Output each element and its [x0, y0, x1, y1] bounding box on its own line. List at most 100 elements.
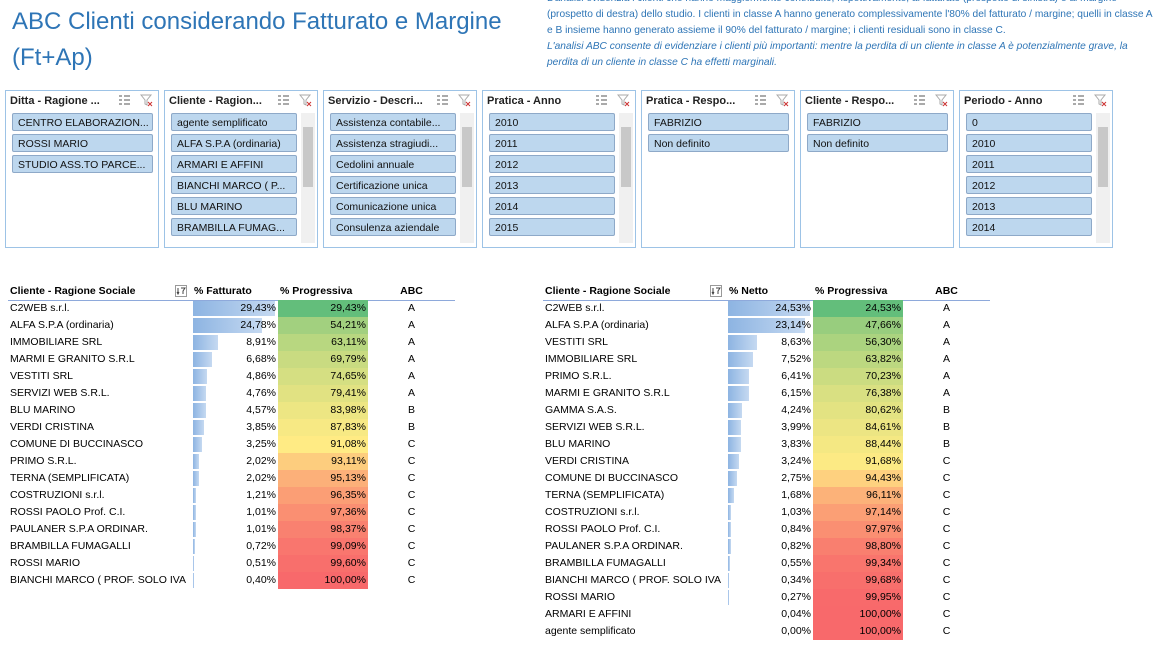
- data-bar: [728, 318, 806, 333]
- abc-class: C: [407, 455, 416, 467]
- data-bar: [193, 437, 203, 452]
- multi-select-button[interactable]: [1072, 94, 1085, 107]
- table-row: BLU MARINO 3,83% 88,44% B: [543, 436, 990, 453]
- slicer-item[interactable]: 2014: [966, 218, 1092, 236]
- scroll-thumb[interactable]: [621, 127, 631, 187]
- table-row: TERNA (SEMPLIFICATA) 1,68% 96,11% C: [543, 487, 990, 504]
- slicer-item[interactable]: STUDIO ASS.TO PARCE...: [12, 155, 153, 173]
- scroll-thumb[interactable]: [303, 127, 313, 187]
- table-row: BIANCHI MARCO ( PROF. SOLO IVA 0,40% 100,0…: [8, 572, 455, 589]
- slicer-item[interactable]: 2010: [489, 113, 615, 131]
- table-row: MARMI E GRANITO S.R.L 6,15% 76,38% A: [543, 385, 990, 402]
- multi-select-button[interactable]: [118, 94, 131, 107]
- scrollbar[interactable]: [1096, 113, 1110, 243]
- cumulative-value: 98,80%: [865, 540, 901, 552]
- slicer-item[interactable]: 2011: [966, 155, 1092, 173]
- cumulative-cell: 98,37%: [278, 521, 368, 538]
- data-bar: [193, 454, 199, 469]
- data-bar: [193, 556, 195, 571]
- slicer-item[interactable]: BRAMBILLA FUMAG...: [171, 218, 297, 236]
- client-name: ALFA S.P.A (ordinaria): [545, 319, 649, 331]
- multi-select-button[interactable]: [913, 94, 926, 107]
- share-value: 1,21%: [246, 489, 276, 501]
- share-value: 23,14%: [775, 319, 811, 331]
- scrollbar[interactable]: [301, 113, 315, 243]
- clear-filter-button[interactable]: [935, 94, 948, 107]
- slicer-item[interactable]: Assistenza contabile...: [330, 113, 456, 131]
- abc-class: C: [942, 540, 951, 552]
- slicer-item[interactable]: ROSSI MARIO: [12, 134, 153, 152]
- table-row: PRIMO S.R.L. 2,02% 93,11% C: [8, 453, 455, 470]
- slicer-item[interactable]: Non definito: [807, 134, 948, 152]
- share-value: 1,01%: [246, 506, 276, 518]
- cumulative-value: 97,97%: [865, 523, 901, 535]
- slicer-item[interactable]: Comunicazione unica: [330, 197, 456, 215]
- slicer-item[interactable]: 2015: [489, 218, 615, 236]
- cumulative-value: 76,38%: [865, 387, 901, 399]
- cumulative-cell: 99,09%: [278, 538, 368, 555]
- filter-button[interactable]: [710, 285, 722, 297]
- slicer-item[interactable]: 2010: [966, 134, 1092, 152]
- cumulative-value: 63,11%: [331, 336, 366, 348]
- slicer-item[interactable]: 2012: [489, 155, 615, 173]
- slicer-item[interactable]: ALFA S.P.A (ordinaria): [171, 134, 297, 152]
- clear-filter-button[interactable]: [617, 94, 630, 107]
- table-row: C2WEB s.r.l. 24,53% 24,53% A: [543, 300, 990, 317]
- multi-select-button[interactable]: [277, 94, 290, 107]
- slicer-item[interactable]: 2013: [966, 197, 1092, 215]
- client-name: VESTITI SRL: [10, 370, 74, 382]
- slicer-item[interactable]: Non definito: [648, 134, 789, 152]
- slicer-item[interactable]: 2012: [966, 176, 1092, 194]
- header-row: Cliente - Ragione Sociale % Fatturato % Pr…: [8, 283, 455, 301]
- slicer-item[interactable]: 0: [966, 113, 1092, 131]
- filter-button[interactable]: [175, 285, 187, 297]
- table-row: VERDI CRISTINA 3,24% 91,68% C: [543, 453, 990, 470]
- multi-select-button[interactable]: [595, 94, 608, 107]
- client-name: VERDI CRISTINA: [545, 455, 630, 467]
- cumulative-value: 83,98%: [330, 404, 366, 416]
- multi-select-button[interactable]: [436, 94, 449, 107]
- scrollbar[interactable]: [619, 113, 633, 243]
- slicer-item[interactable]: Assistenza stragiudi...: [330, 134, 456, 152]
- slicer-item[interactable]: FABRIZIO: [807, 113, 948, 131]
- slicer-item[interactable]: CENTRO ELABORAZION...: [12, 113, 153, 131]
- data-bar: [728, 573, 730, 588]
- cumulative-value: 56,30%: [865, 336, 901, 348]
- clear-filter-button[interactable]: [776, 94, 789, 107]
- abc-class: C: [942, 557, 951, 569]
- clear-filter-button[interactable]: [458, 94, 471, 107]
- multi-select-button[interactable]: [754, 94, 767, 107]
- table-row: ROSSI MARIO 0,27% 99,95% C: [543, 589, 990, 606]
- clear-filter-button[interactable]: [1094, 94, 1107, 107]
- slicer-item[interactable]: BLU MARINO: [171, 197, 297, 215]
- scroll-thumb[interactable]: [462, 127, 472, 187]
- clear-filter-button[interactable]: [140, 94, 153, 107]
- slicer-item[interactable]: Consulenza aziendale: [330, 218, 456, 236]
- abc-class: C: [407, 506, 416, 518]
- abc-class: A: [407, 370, 415, 382]
- slicer-item[interactable]: 2014: [489, 197, 615, 215]
- abc-class: A: [942, 302, 950, 314]
- share-value: 2,75%: [781, 472, 811, 484]
- clear-filter-button[interactable]: [299, 94, 312, 107]
- slicer-item[interactable]: BIANCHI MARCO ( P...: [171, 176, 297, 194]
- client-name: PRIMO S.R.L.: [545, 370, 612, 382]
- client-name: agente semplificato: [545, 625, 636, 637]
- share-cell: 24,78%: [192, 317, 278, 334]
- share-cell: 3,85%: [192, 419, 278, 436]
- abc-class: A: [942, 319, 950, 331]
- scrollbar[interactable]: [460, 113, 474, 243]
- client-name: ROSSI MARIO: [545, 591, 616, 603]
- slicer-item[interactable]: FABRIZIO: [648, 113, 789, 131]
- slicer-item[interactable]: Cedolini annuale: [330, 155, 456, 173]
- client-name: SERVIZI WEB S.R.L.: [545, 421, 645, 433]
- slicer-item[interactable]: 2011: [489, 134, 615, 152]
- slicer-item[interactable]: agente semplificato: [171, 113, 297, 131]
- slicer-item[interactable]: 2013: [489, 176, 615, 194]
- share-value: 1,03%: [781, 506, 811, 518]
- scroll-thumb[interactable]: [1098, 127, 1108, 187]
- client-name: TERNA (SEMPLIFICATA): [545, 489, 665, 501]
- slicer-item[interactable]: ARMARI E AFFINI: [171, 155, 297, 173]
- slicer-item[interactable]: Certificazione unica: [330, 176, 456, 194]
- table-row: COSTRUZIONI s.r.l. 1,21% 96,35% C: [8, 487, 455, 504]
